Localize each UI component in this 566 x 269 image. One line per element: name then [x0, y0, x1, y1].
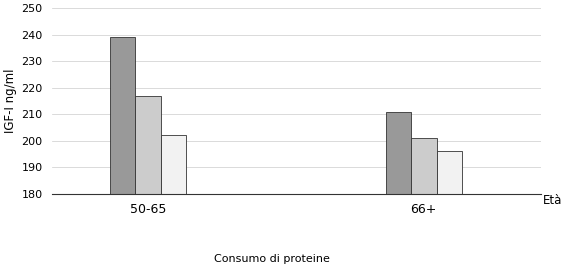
Y-axis label: IGF-I ng/ml: IGF-I ng/ml — [4, 69, 17, 133]
Bar — [385, 112, 411, 194]
Bar — [436, 151, 462, 194]
Legend: Alto, Moderato, Basso: Alto, Moderato, Basso — [181, 250, 363, 269]
Bar — [161, 135, 186, 194]
Bar — [135, 95, 161, 194]
Bar — [411, 138, 436, 194]
Text: Età: Età — [543, 194, 562, 207]
Bar — [110, 37, 135, 194]
